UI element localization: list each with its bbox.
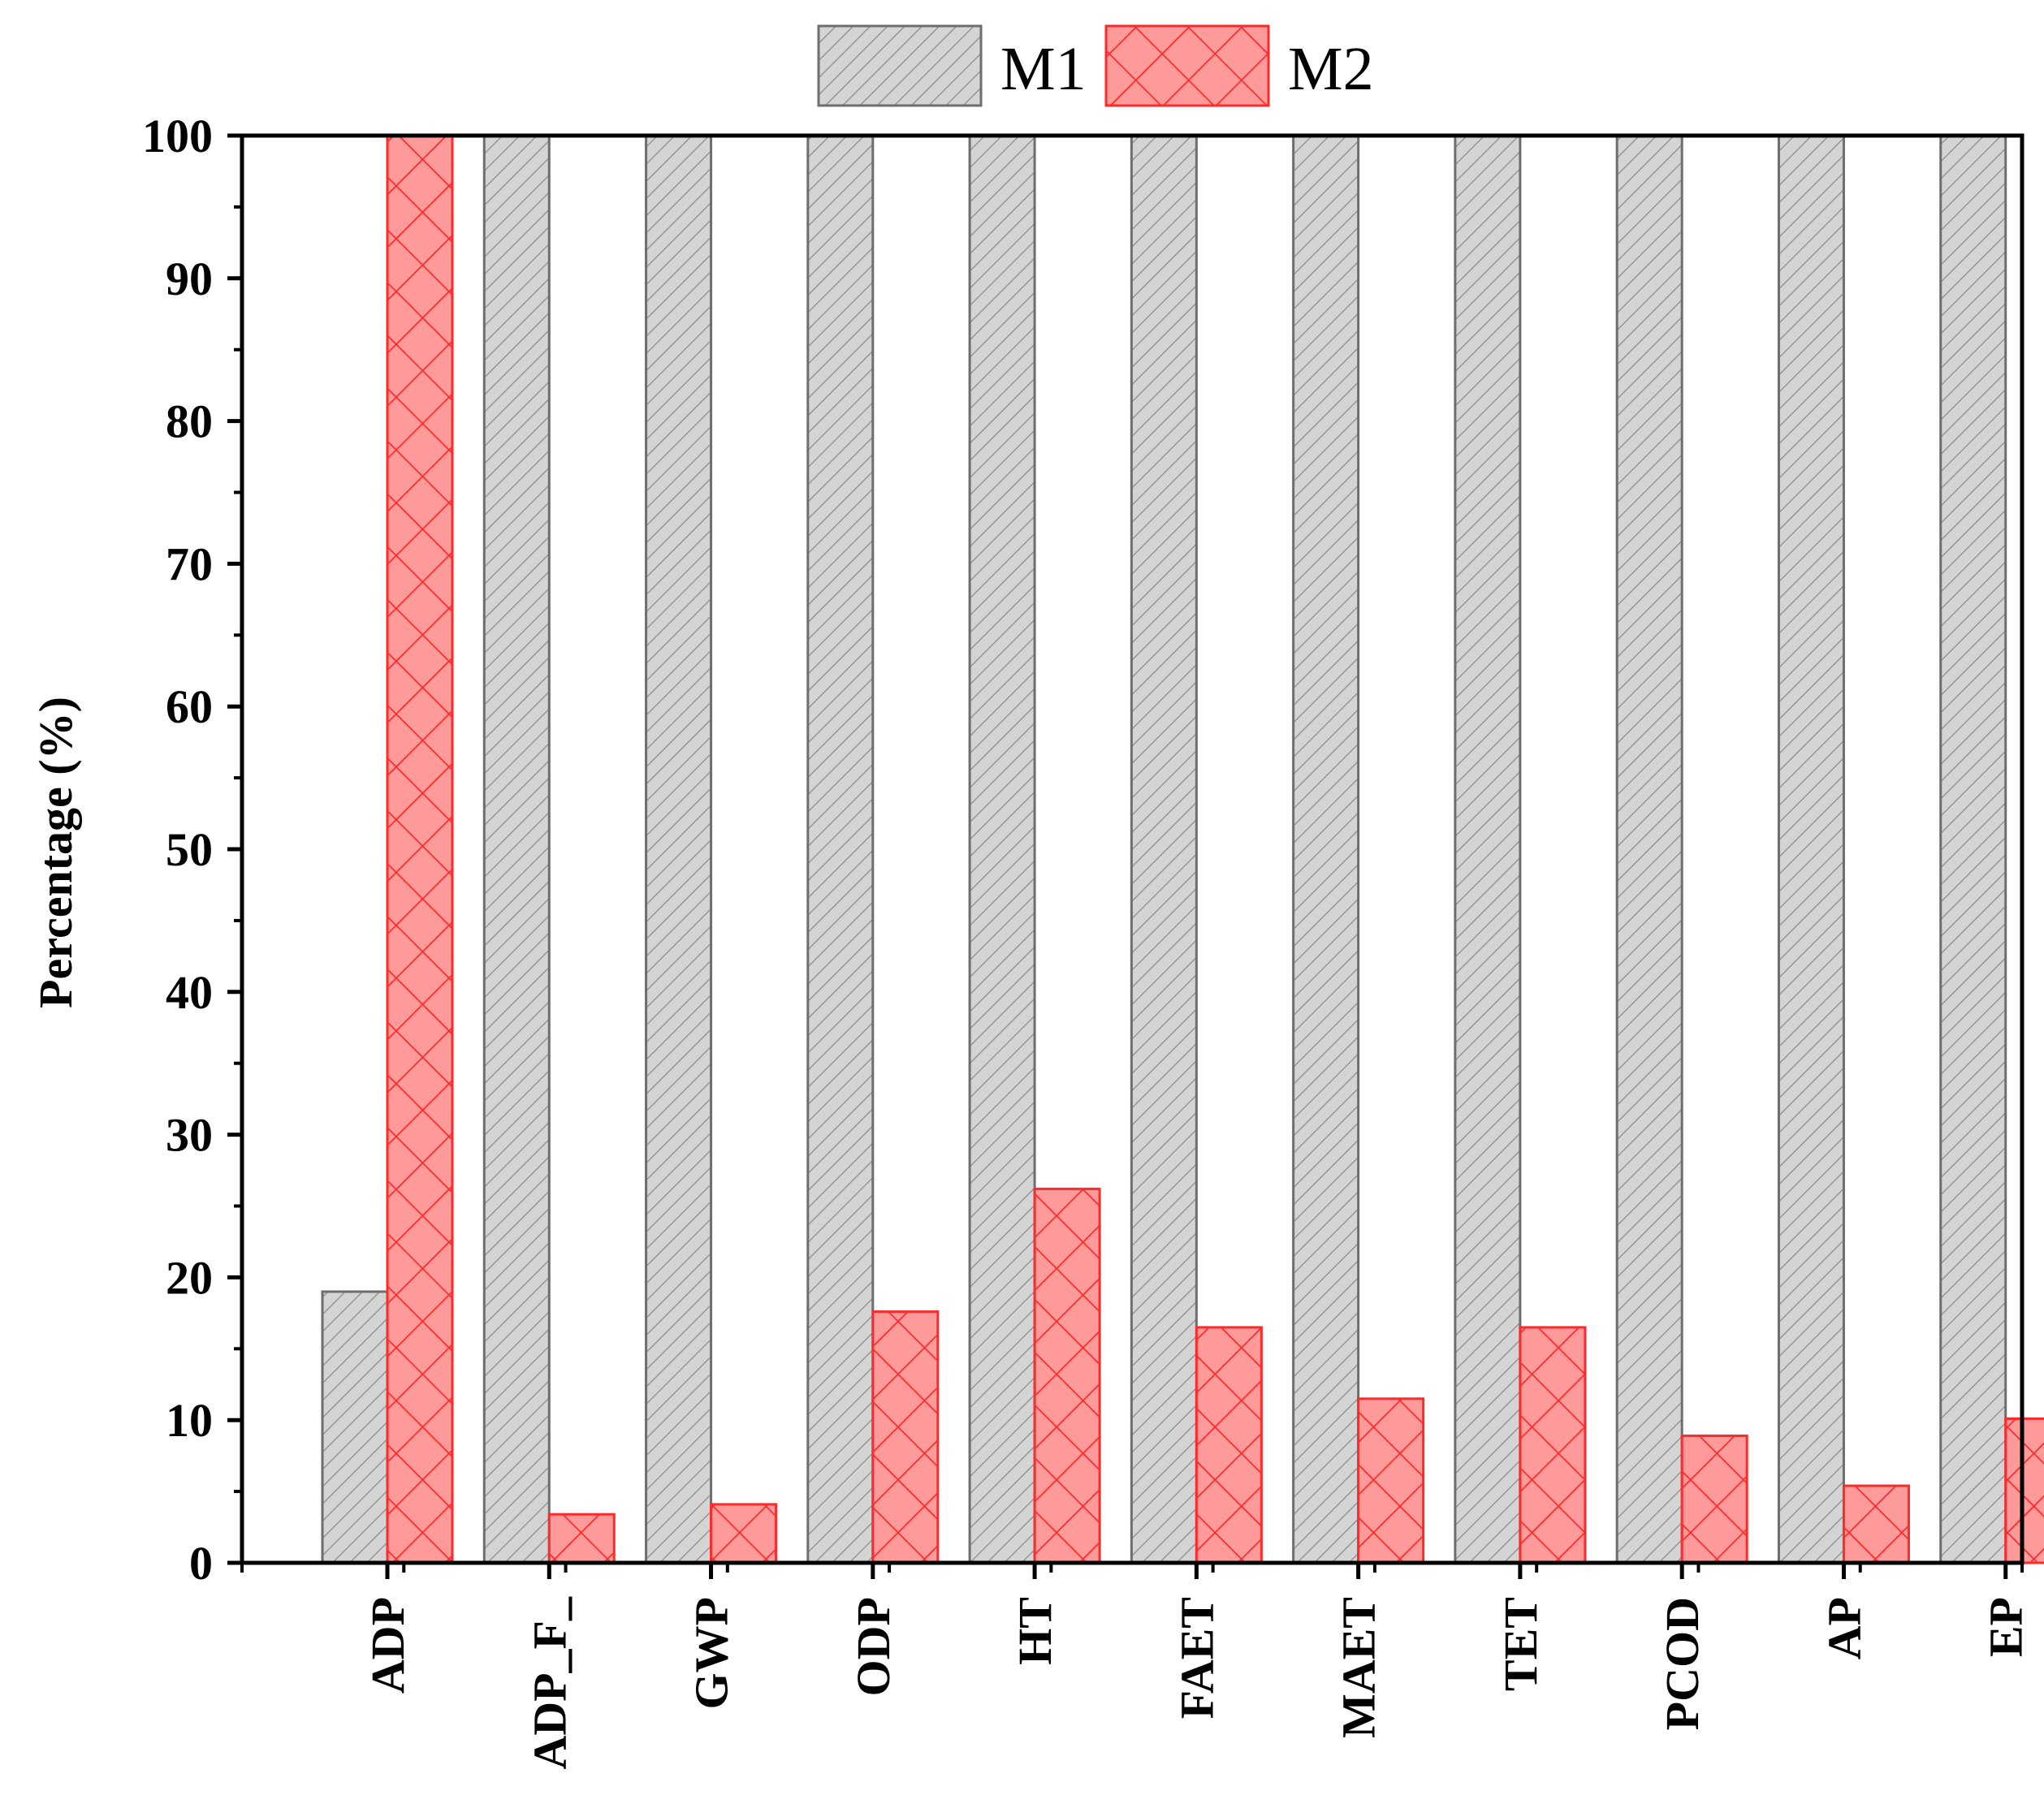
y-tick-label: 40 (166, 966, 213, 1019)
bar-m2-adp-f- (547, 1512, 616, 1564)
y-axis-title: Percentage (%) (29, 697, 82, 1008)
bar-m1-gwp (645, 134, 713, 1564)
y-tick-label: 90 (166, 252, 213, 305)
bar-m1-adp (321, 1290, 389, 1564)
bar-m2-gwp (710, 1503, 778, 1564)
legend: M1 M2 (817, 24, 1374, 107)
legend-swatch-m2 (1104, 24, 1270, 107)
bar-m1-pcod (1615, 134, 1683, 1564)
bar-m2-pcod (1680, 1435, 1748, 1564)
y-axis-ticks: 0 10 20 30 40 50 60 70 80 90 100 (142, 110, 242, 1590)
bar-m2-ep (2004, 1417, 2044, 1564)
bar-m2-maet (1357, 1397, 1425, 1564)
y-tick-label: 80 (166, 395, 213, 448)
y-tick-label: 20 (166, 1251, 213, 1304)
bar-m1-ep (1939, 134, 2007, 1564)
bar-m1-odp (806, 134, 875, 1564)
bar-m1-maet (1292, 134, 1360, 1564)
x-category-label: HT (1009, 1597, 1061, 1665)
y-tick-label: 10 (166, 1394, 213, 1447)
x-category-label: ADP (361, 1597, 414, 1694)
bar-m2-odp (871, 1310, 940, 1564)
x-axis-ticks: ADP ADP_F_ GWP ODP HT FAET MAET TET PCOD AP EP (240, 1563, 2033, 1770)
y-tick-label: 100 (142, 110, 213, 162)
bar-m1-ht (968, 134, 1036, 1564)
bar-m2-faet (1195, 1326, 1263, 1564)
y-tick-label: 50 (166, 823, 213, 876)
x-category-label: EP (1980, 1597, 2033, 1657)
bar-m2-adp (386, 134, 454, 1564)
x-category-label: MAET (1333, 1597, 1385, 1738)
bar-m1-faet (1130, 134, 1198, 1564)
bar-m1-ap (1777, 134, 1845, 1564)
x-category-label: TET (1494, 1597, 1547, 1691)
bar-m1-adp-f- (482, 134, 551, 1564)
bar-m2-tet (1519, 1326, 1587, 1564)
y-tick-label: 60 (166, 680, 213, 733)
x-category-label: PCOD (1656, 1597, 1709, 1730)
x-category-label: ADP_F_ (523, 1596, 576, 1770)
bar-m2-ap (1842, 1484, 1910, 1564)
legend-label-m2: M2 (1288, 35, 1374, 103)
y-tick-label: 70 (166, 537, 213, 590)
x-category-label: AP (1817, 1597, 1870, 1659)
bar-m2-ht (1033, 1187, 1101, 1564)
legend-label-m1: M1 (1000, 35, 1087, 103)
bar-m1-tet (1454, 134, 1522, 1564)
x-category-label: GWP (685, 1597, 738, 1710)
y-tick-label: 0 (189, 1537, 213, 1590)
y-tick-label: 30 (166, 1109, 213, 1162)
legend-swatch-m1 (817, 24, 983, 107)
x-category-label: ODP (847, 1597, 900, 1696)
bars-group (321, 134, 2044, 1564)
x-category-label: FAET (1170, 1597, 1223, 1719)
